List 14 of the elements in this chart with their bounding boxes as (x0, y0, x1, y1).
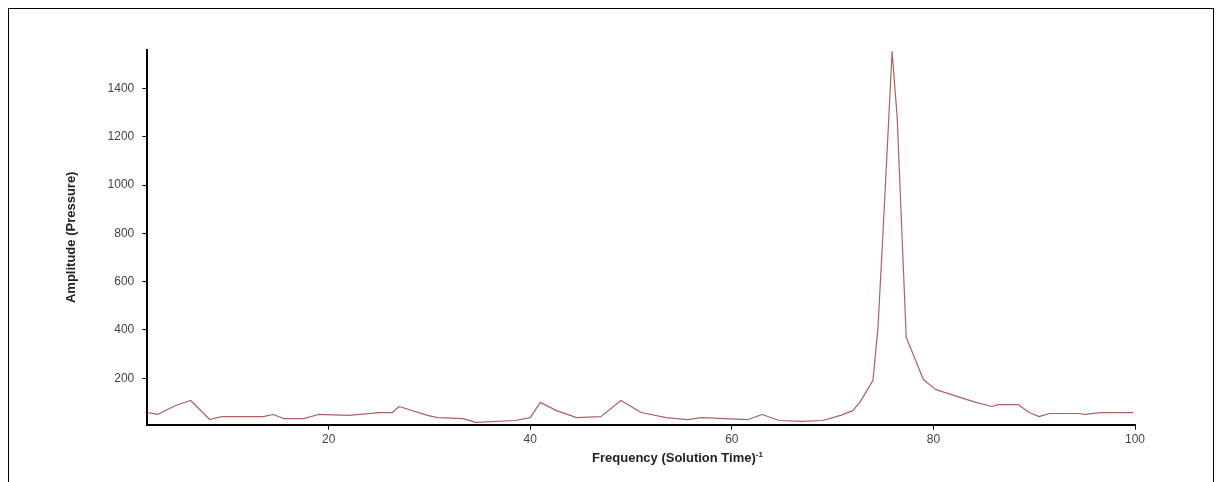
x-tick-label: 80 (926, 432, 941, 447)
y-tick-label: 200 (114, 370, 135, 385)
y-tick-label: 1200 (107, 129, 135, 144)
y-axis-title: Amplitude (Pressure) (63, 171, 79, 304)
y-tick-label: 800 (114, 225, 135, 240)
x-tick-label: 60 (725, 432, 739, 447)
x-tick-label: 100 (1124, 432, 1146, 447)
x-axis-title: Frequency (Solution Time)$^{-1}$ (591, 450, 764, 466)
x-tick-label: 20 (322, 432, 336, 447)
y-tick-label: 1400 (107, 80, 135, 95)
y-tick-label: 400 (114, 322, 135, 337)
y-tick-label: 600 (114, 274, 135, 289)
y-tick-label: 1000 (107, 177, 135, 192)
x-tick-label: 40 (523, 432, 538, 447)
